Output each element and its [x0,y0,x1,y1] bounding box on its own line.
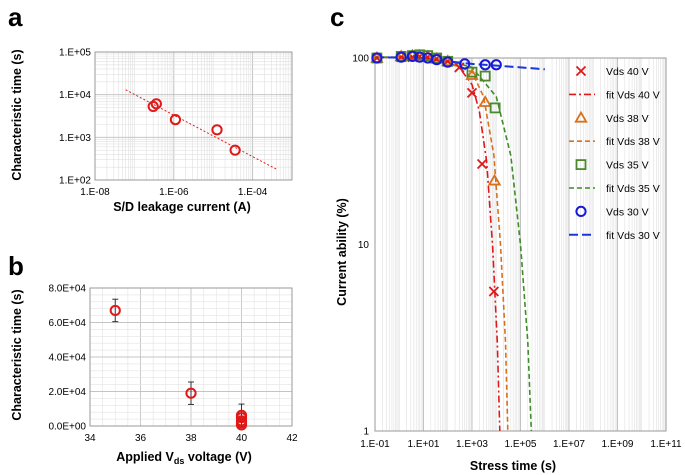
chart-a-y-tick-label: 1.E+05 [59,48,91,59]
legend-marker [575,65,587,77]
chart-a-point [169,114,182,126]
legend-marker [575,205,587,217]
chart-a-x-tick-label: 1.E-06 [159,187,189,198]
legend-label: Vds 35 V [606,160,649,172]
chart-b-xlabel-sub: ds [174,456,185,466]
chart-b-y-tick-label: 4.0E+04 [48,353,86,364]
chart-c-point [395,51,407,63]
legend-label: Vds 40 V [606,66,649,78]
panel-label-b: b [8,251,24,281]
chart-c-x-tick-label: 1.E+05 [505,439,537,450]
chart-b-ylabel: Characteristic time (s) [10,289,24,420]
chart-b-point [185,387,197,399]
chart-b-x-tick-label: 38 [185,433,197,444]
panel-label-a: a [8,2,23,32]
chart-c-y-tick-label: 1 [363,427,369,438]
chart-a-frame [94,51,293,181]
chart-a-xlabel: S/D leakage current (A) [113,200,251,214]
chart-c-y-tick-label: 10 [358,240,370,251]
chart-c-point [406,50,419,62]
legend-marker [574,110,588,123]
chart-b-xlabel-end: voltage (V) [184,450,251,464]
chart-b-xlabel-main: Applied V [116,450,174,464]
chart-a-point [150,98,162,110]
chart-b-x-tick-label: 42 [286,433,298,444]
chart-b-x-tick-label: 40 [236,433,248,444]
chart-c-x-tick-label: 1.E+07 [553,439,585,450]
chart-b-y-tick-label: 6.0E+04 [48,318,86,329]
chart-b-x-tick-label: 34 [84,433,96,444]
chart-a-point [211,124,223,136]
chart-c-point [466,87,478,99]
chart-a-point [229,144,241,156]
chart-a-y-tick-label: 1.E+03 [59,133,91,144]
chart-c-x-tick-label: 1.E+03 [456,439,488,450]
legend-label: fit Vds 35 V [606,183,660,195]
chart-c-point [479,70,491,82]
chart-c-point [414,51,426,63]
chart-c-point [442,56,454,68]
chart-a-point [147,100,159,113]
chart-c-x-tick-label: 1.E-01 [360,439,390,450]
chart-c-point [454,62,465,73]
chart-c-point [431,54,443,66]
chart-c-y-tick-label: 100 [352,54,369,65]
chart-a-plot-area [95,52,292,180]
chart-c-x-tick-label: 1.E+11 [650,439,682,450]
chart-c-ylabel: Current ability (%) [335,198,349,306]
legend-label: Vds 30 V [606,206,649,218]
chart-a-y-tick-label: 1.E+02 [59,176,91,187]
chart-c-x-tick-label: 1.E+01 [408,439,440,450]
chart-a: 1.E+02 1.E+03 1.E+04 1.E+05 1.E-08 1.E-06 1.E-… [59,48,293,198]
chart-c: 1 10 100 1.E-01 1.E+01 1.E+03 1.E+05 1.E+07 1.E+… [352,48,682,450]
chart-c-frame [374,57,667,432]
chart-a-x-tick-label: 1.E-04 [238,187,268,198]
chart-b-y-tick-label: 2.0E+04 [48,387,86,398]
chart-c-point [466,66,478,78]
chart-b-y-tick-label: 0.0E+00 [48,422,86,433]
legend-marker [575,159,587,171]
chart-a-y-tick-label: 1.E+04 [59,90,91,101]
chart-c-point [459,58,471,70]
chart-b-x-tick-label: 36 [135,433,147,444]
chart-c-point [488,286,500,297]
chart-b-point [235,419,248,431]
chart-c-point [487,173,502,186]
legend-label: fit Vds 38 V [606,136,660,148]
chart-c-x-tick-label: 1.E+09 [602,439,634,450]
chart-a-x-tick-label: 1.E-08 [80,187,110,198]
chart-b: 0.0E+00 2.0E+04 4.0E+04 6.0E+04 8.0E+04 34 36 3… [48,284,298,445]
chart-c-point [479,59,491,71]
panel-label-c: c [330,2,344,32]
chart-b-point [109,304,121,317]
legend-label: fit Vds 40 V [606,89,660,101]
legend-label: Vds 38 V [606,113,649,125]
chart-c-point [476,158,488,170]
chart-c-fit-line [375,56,545,71]
chart-c-legend: Vds 40 V fit Vds 40 V Vds 38 V fit Vds 38 V… [569,65,660,242]
chart-c-point [371,52,383,64]
chart-b-xlabel: Applied Vds voltage (V) [116,450,252,466]
chart-c-point [478,95,492,107]
chart-c-point [465,68,479,80]
chart-a-ylabel: Characteristic time (s) [10,49,24,180]
chart-c-xlabel: Stress time (s) [470,459,556,473]
chart-b-frame [89,287,293,427]
chart-c-point [490,59,502,71]
chart-b-y-tick-label: 8.0E+04 [48,284,86,295]
legend-label: fit Vds 30 V [606,230,660,242]
chart-c-point [489,102,501,114]
